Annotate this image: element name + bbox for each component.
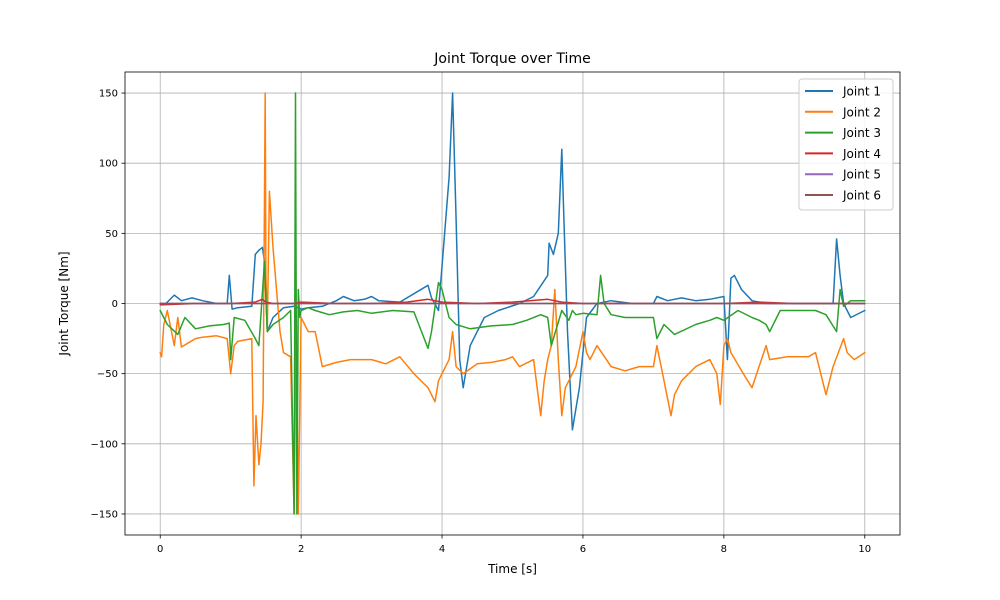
y-tick-label: −100 [91, 439, 118, 450]
y-axis-label: Joint Torque [Nm] [57, 251, 71, 356]
x-axis-label: Time [s] [487, 562, 537, 576]
y-tick-label: −150 [91, 509, 118, 520]
legend-label: Joint 2 [842, 105, 881, 119]
legend-label: Joint 3 [842, 126, 881, 140]
legend-item: Joint 4 [805, 147, 881, 161]
plot-series [159, 92, 866, 515]
legend-label: Joint 1 [842, 85, 881, 99]
series-line-joint-1 [159, 92, 866, 431]
y-tick-label: 50 [105, 229, 118, 240]
x-tick-label: 4 [439, 544, 445, 555]
series-line-joint-3 [159, 92, 866, 515]
y-tick-label: −50 [97, 369, 118, 380]
x-tick-label: 8 [721, 544, 727, 555]
x-tick-label: 6 [580, 544, 586, 555]
legend-label: Joint 6 [842, 189, 881, 203]
legend-label: Joint 5 [842, 168, 881, 182]
y-tick-label: 0 [112, 299, 118, 310]
y-tick-label: 150 [99, 89, 118, 100]
x-tick-label: 0 [157, 544, 163, 555]
series-line-joint-2 [159, 92, 866, 515]
x-tick-label: 2 [298, 544, 304, 555]
legend-item: Joint 6 [805, 189, 881, 203]
chart-title: Joint Torque over Time [433, 51, 590, 67]
y-tick-label: 100 [99, 159, 118, 170]
x-tick-label: 10 [858, 544, 871, 555]
legend-item: Joint 3 [805, 126, 881, 140]
legend: Joint 1 Joint 2 Joint 3 Joint 4 Joint 5 Joint… [798, 78, 894, 211]
axis-ticks: 0 2 4 6 8 10 −150 −100 −50 0 50 100 150 [91, 89, 872, 555]
legend-item: Joint 1 [805, 85, 881, 99]
legend-item: Joint 2 [805, 105, 881, 119]
legend-label: Joint 4 [842, 147, 881, 161]
legend-item: Joint 5 [805, 168, 881, 182]
